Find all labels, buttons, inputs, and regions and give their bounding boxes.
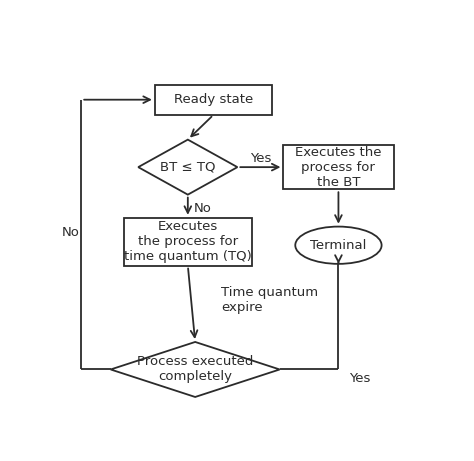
Text: BT ≤ TQ: BT ≤ TQ: [160, 160, 216, 174]
Polygon shape: [138, 140, 237, 195]
Text: No: No: [193, 202, 211, 215]
Polygon shape: [110, 342, 280, 397]
Text: Executes
the process for
time quantum (TQ): Executes the process for time quantum (T…: [124, 220, 252, 263]
Text: Time quantum
expire: Time quantum expire: [221, 286, 318, 314]
Text: No: No: [61, 226, 79, 239]
Text: Yes: Yes: [349, 372, 371, 385]
FancyBboxPatch shape: [124, 218, 252, 266]
Text: Process executed
completely: Process executed completely: [137, 355, 254, 384]
FancyBboxPatch shape: [283, 145, 393, 189]
Text: Ready state: Ready state: [174, 93, 253, 106]
FancyBboxPatch shape: [155, 85, 272, 115]
Text: Terminal: Terminal: [310, 239, 366, 252]
Text: Yes: Yes: [250, 152, 271, 165]
Ellipse shape: [295, 227, 382, 264]
Text: Executes the
process for
the BT: Executes the process for the BT: [295, 146, 382, 189]
